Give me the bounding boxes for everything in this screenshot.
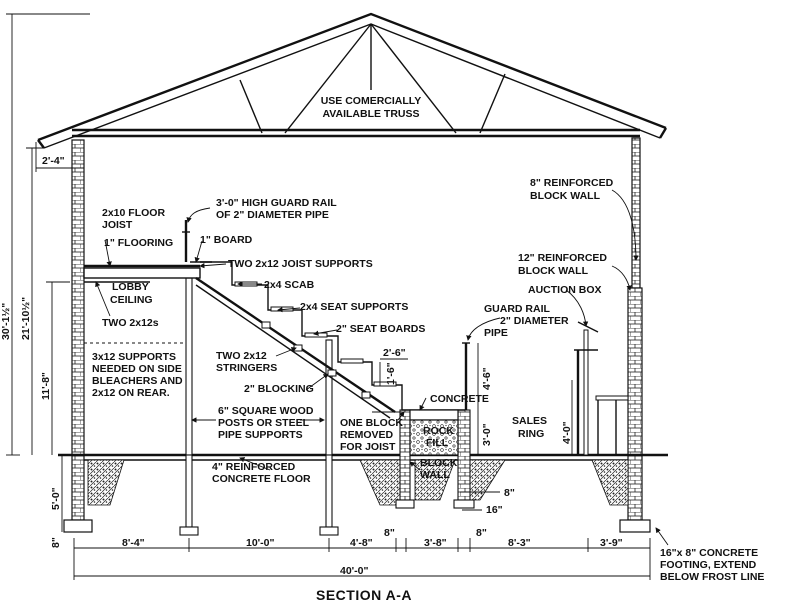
- auction-box-label: AUCTION BOX: [528, 284, 602, 296]
- leader-lines: [95, 189, 669, 546]
- dim-total-height: 30'-1½": [0, 303, 12, 340]
- blocking-label: 2" BLOCKING: [244, 383, 314, 395]
- drawing-title: SECTION A-A: [316, 587, 412, 603]
- stringers-label-1: TWO 2x12: [216, 350, 267, 362]
- dim-step-width: 2'-6": [383, 347, 406, 359]
- floor-joist-label-2: JOIST: [102, 219, 133, 231]
- dim-bay-2: 10'-0": [246, 537, 275, 549]
- block-wall-12-label-2: BLOCK WALL: [518, 265, 589, 277]
- ground-floor: [58, 453, 668, 506]
- high-guard-rail-label-1: 3'-0" HIGH GUARD RAIL: [216, 197, 337, 209]
- dim-riser: 1'-6": [385, 362, 397, 385]
- dim-bay-3: 4'-8": [350, 537, 373, 549]
- concrete-rock-fill: [409, 409, 459, 456]
- dim-footing-depth: 5'-0": [50, 487, 62, 510]
- floor-joist-label-1: 2x10 FLOOR: [102, 207, 165, 219]
- guard-rail-label-3: PIPE: [484, 327, 508, 339]
- guard-rails: [462, 321, 629, 455]
- dim-gap-2: 8": [476, 527, 487, 539]
- footing-label-2: FOOTING, EXTEND: [660, 559, 757, 571]
- dim-eave: 2'-4": [42, 155, 65, 167]
- seat-boards-label: 2" SEAT BOARDS: [336, 323, 425, 335]
- dim-post-8: 8": [384, 527, 395, 539]
- block-wall-12-label-1: 12" REINFORCED: [518, 252, 607, 264]
- block-wall-label-1: BLOCK: [420, 457, 458, 469]
- dim-upper-rail: 4'-6": [481, 367, 493, 390]
- supports-3x12-label-2: NEEDED ON SIDE: [92, 363, 182, 375]
- rock-fill-label-2: FILL: [426, 437, 449, 449]
- posts-label-2: POSTS OR STEEL: [218, 417, 310, 429]
- right-block-wall: [619, 137, 651, 533]
- dim-auction-rail: 4'-0": [561, 421, 573, 444]
- block-wall-8-label-1: 8" REINFORCED: [530, 177, 614, 189]
- left-block-wall: [63, 139, 93, 533]
- guard-rail-label-1: GUARD RAIL: [484, 303, 550, 315]
- roof-truss: [37, 12, 668, 149]
- dim-footing-small: 8": [50, 537, 62, 548]
- block-wall-label-2: WALL: [420, 469, 450, 481]
- text-labels: USE COMERCIALLY AVAILABLE TRUSS 8" REINF…: [92, 95, 764, 583]
- dim-lobby-height: 11'-8": [40, 372, 52, 400]
- high-guard-rail-label-2: OF 2" DIAMETER PIPE: [216, 209, 329, 221]
- footing-label-1: 16"x 8" CONCRETE: [660, 547, 758, 559]
- sales-ring-label-1: SALES: [512, 415, 547, 427]
- dim-bay-5: 8'-3": [508, 537, 531, 549]
- dim-bay-6: 3'-9": [600, 537, 623, 549]
- concrete-label: CONCRETE: [430, 393, 489, 405]
- truss-label-1: USE COMERCIALLY: [321, 95, 422, 107]
- support-posts: [179, 277, 589, 536]
- lobby-ceiling-label-2: CEILING: [110, 294, 153, 306]
- board-label: 1" BOARD: [200, 234, 253, 246]
- lobby-ceiling-label-1: LOBBY: [112, 281, 149, 293]
- footing-label-3: BELOW FROST LINE: [660, 571, 764, 583]
- supports-3x12-label-4: 2x12 ON REAR.: [92, 387, 170, 399]
- dim-wall-8: 8": [504, 487, 515, 499]
- posts-label-1: 6" SQUARE WOOD: [218, 405, 314, 417]
- stringers-label-2: STRINGERS: [216, 362, 277, 374]
- posts-label-3: PIPE SUPPORTS: [218, 429, 303, 441]
- rock-fill-label-1: ROCK: [423, 425, 454, 437]
- seat-supports-label: 2x4 SEAT SUPPORTS: [300, 301, 408, 313]
- concrete-floor-label-2: CONCRETE FLOOR: [212, 473, 311, 485]
- dim-wall-16: 16": [486, 504, 503, 516]
- block-wall-8-label-2: BLOCK WALL: [530, 190, 601, 202]
- dimension-lines: [6, 13, 651, 580]
- concrete-floor-label-1: 4" REINFORCED: [212, 461, 296, 473]
- truss-label-2: AVAILABLE TRUSS: [322, 108, 419, 120]
- dimension-text: 2'-4" 30'-1½" 21'-10½" 11'-8" 5'-0" 8" 2…: [0, 155, 623, 577]
- one-block-label-1: ONE BLOCK: [340, 417, 403, 429]
- joist-supports-label: TWO 2x12 JOIST SUPPORTS: [228, 258, 373, 270]
- supports-3x12-label-1: 3x12 SUPPORTS: [92, 351, 176, 363]
- dim-overall: 40'-0": [340, 565, 369, 577]
- guard-rail-label-2: 2" DIAMETER: [500, 315, 569, 327]
- dim-bay-1: 8'-4": [122, 537, 145, 549]
- supports-3x12-label-3: BLEACHERS AND: [92, 375, 183, 387]
- sales-ring-label-2: RING: [518, 428, 544, 440]
- dim-ring-rail: 3'-0": [481, 423, 493, 446]
- two-2x12s-label: TWO 2x12s: [102, 317, 159, 329]
- dim-wall-height: 21'-10½": [20, 297, 32, 340]
- one-block-label-2: REMOVED: [340, 429, 394, 441]
- dim-bay-4: 3'-8": [424, 537, 447, 549]
- flooring-label: 1" FLOORING: [104, 237, 173, 249]
- scab-label: 2x4 SCAB: [264, 279, 315, 291]
- lobby-structure: [83, 220, 212, 344]
- one-block-label-3: FOR JOIST: [340, 441, 396, 453]
